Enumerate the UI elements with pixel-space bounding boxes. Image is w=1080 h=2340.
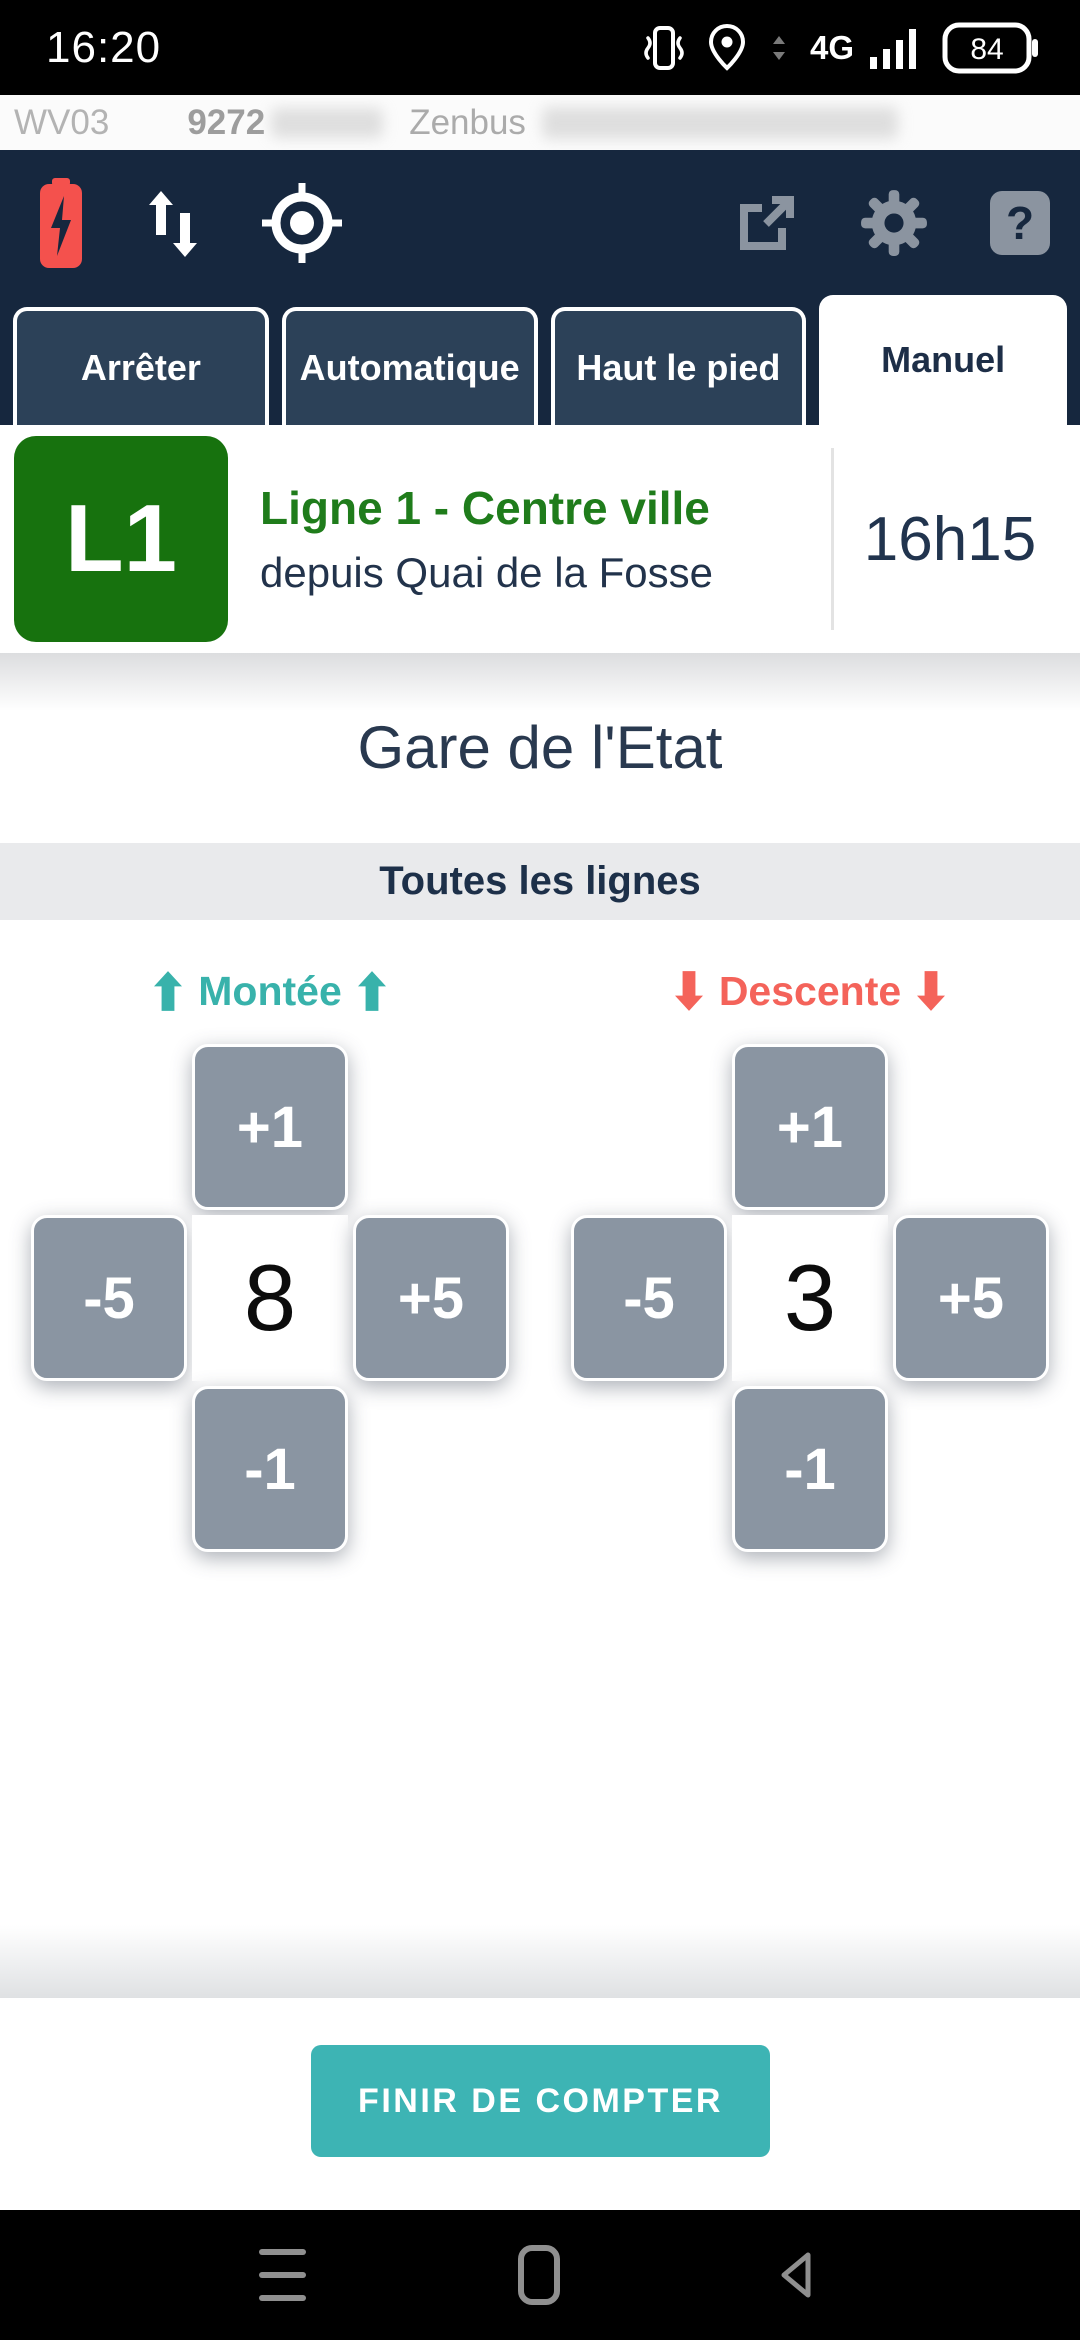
passenger-counters: Montée +1 -5 8 +5 -1 Descente +1 -5 3 (0, 920, 1080, 1925)
down-arrow-icon (917, 970, 946, 1012)
boarding-minus-five-button[interactable]: -5 (31, 1215, 187, 1381)
help-icon[interactable]: ? (990, 190, 1050, 255)
settings-gear-icon[interactable] (860, 189, 928, 257)
android-nav-bar (0, 2210, 1080, 2340)
boarding-plus-five-button[interactable]: +5 (353, 1215, 509, 1381)
status-icons: 4G 84 (644, 21, 1040, 75)
alighting-count-value: 3 (732, 1215, 888, 1381)
app-name: Zenbus (409, 102, 526, 142)
boarding-label: Montée (198, 967, 342, 1014)
device-info-row: WV03 9272 Zenbus (0, 95, 1080, 150)
device-number: 9272 (187, 102, 266, 142)
status-bar: 16:20 4G (0, 0, 1080, 95)
down-arrow-icon (674, 970, 703, 1012)
line-filter-band[interactable]: Toutes les lignes (0, 843, 1080, 920)
alighting-minus-one-button[interactable]: -1 (732, 1386, 888, 1552)
mode-tabs: Arrêter Automatique Haut le pied Manuel (0, 295, 1080, 425)
alighting-minus-five-button[interactable]: -5 (571, 1215, 727, 1381)
vibrate-icon (644, 22, 684, 74)
line-title: Ligne 1 - Centre ville (260, 482, 710, 534)
back-icon[interactable] (772, 2245, 822, 2305)
alighting-counter: Descente +1 -5 3 +5 -1 (571, 920, 1049, 1925)
line-subtitle: depuis Quai de la Fosse (260, 549, 713, 596)
alighting-keypad: +1 -5 3 +5 -1 (571, 1044, 1049, 1552)
scroll-shadow (0, 1925, 1080, 1998)
alighting-label: Descente (718, 967, 902, 1014)
boarding-keypad: +1 -5 8 +5 -1 (31, 1044, 509, 1552)
up-arrow-icon (154, 970, 183, 1012)
svg-text:84: 84 (970, 33, 1003, 66)
gps-target-icon (262, 182, 342, 263)
signal-bars-icon (868, 23, 920, 73)
network-type-label: 4G (809, 28, 854, 66)
vehicle-code: WV03 (14, 102, 110, 142)
divider (831, 448, 834, 630)
open-external-icon[interactable] (736, 192, 798, 254)
stop-name: Gare de l'Etat (357, 714, 723, 781)
redacted-number (271, 107, 384, 138)
clock: 16:20 (46, 22, 162, 72)
network-updown-icon (770, 28, 788, 68)
boarding-counter: Montée +1 -5 8 +5 -1 (31, 920, 509, 1925)
boarding-label-row: Montée (31, 966, 509, 1016)
boarding-minus-one-button[interactable]: -1 (192, 1386, 348, 1552)
alighting-plus-one-button[interactable]: +1 (732, 1044, 888, 1210)
tab-arreter[interactable]: Arrêter (13, 307, 269, 425)
tab-automatique[interactable]: Automatique (281, 307, 538, 425)
alighting-label-row: Descente (571, 966, 1049, 1016)
boarding-plus-one-button[interactable]: +1 (192, 1044, 348, 1210)
alighting-plus-five-button[interactable]: +5 (893, 1215, 1049, 1381)
recents-menu-icon[interactable] (258, 2249, 306, 2301)
finish-counting-button[interactable]: FINIR DE COMPTER (311, 2045, 770, 2157)
line-badge: L1 (14, 436, 228, 642)
tab-haut-le-pied[interactable]: Haut le pied (550, 307, 807, 425)
line-filter-label: Toutes les lignes (379, 859, 701, 903)
stop-section: Gare de l'Etat (0, 653, 1080, 843)
card-shadow (0, 653, 1080, 711)
home-icon[interactable] (517, 2245, 560, 2305)
up-arrow-icon (357, 970, 386, 1012)
redacted-device-label (541, 106, 898, 139)
tab-manuel[interactable]: Manuel (819, 295, 1067, 425)
battery-icon: 84 (942, 21, 1040, 75)
data-transfer-icon (144, 177, 202, 269)
line-info-card[interactable]: L1 Ligne 1 - Centre ville depuis Quai de… (0, 425, 1080, 653)
boarding-count-value: 8 (192, 1215, 348, 1381)
battery-charging-icon (38, 176, 84, 270)
departure-time: 16h15 (863, 504, 1037, 574)
footer: FINIR DE COMPTER (0, 1998, 1080, 2210)
app-toolbar: ? (0, 150, 1080, 369)
location-icon (706, 22, 748, 74)
